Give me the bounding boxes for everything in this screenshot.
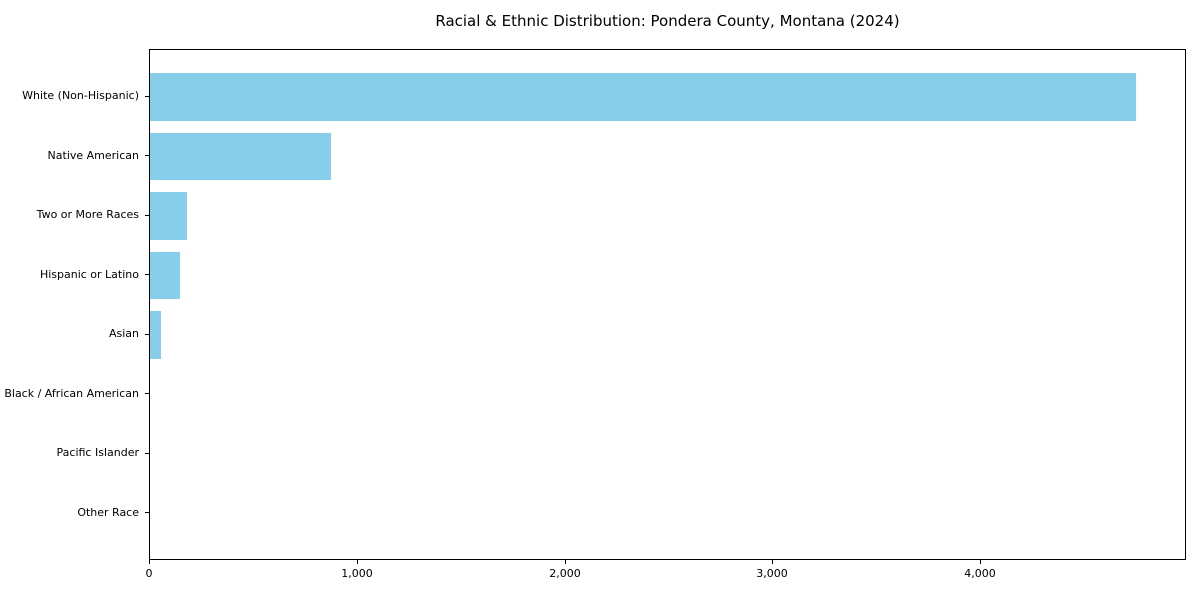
- x-tick-mark: [980, 560, 981, 564]
- bar-row-other-race: [150, 484, 1185, 544]
- bar-row-asian: [150, 305, 1185, 365]
- y-tick-mark: [145, 453, 149, 454]
- bars-container: [150, 50, 1185, 559]
- bar-row-two-or-more-races: [150, 186, 1185, 246]
- y-tick-label-asian: Asian: [108, 327, 139, 341]
- bar-asian: [150, 311, 162, 359]
- bar-two-or-more-races: [150, 192, 187, 240]
- y-tick-mark: [145, 393, 149, 394]
- x-tick-label-0: 0: [145, 567, 153, 580]
- y-tick-mark: [145, 512, 149, 513]
- x-tick-mark: [565, 560, 566, 564]
- bar-hispanic-or-latino: [150, 251, 181, 299]
- x-tick-label-3-000: 3,000: [756, 567, 788, 580]
- x-tick-label-4-000: 4,000: [964, 567, 996, 580]
- plot-area: [149, 49, 1186, 560]
- bar-white-non-hispanic: [150, 73, 1136, 121]
- bar-row-native-american: [150, 127, 1185, 187]
- y-tick-label-pacific-islander: Pacific Islander: [56, 446, 139, 460]
- y-tick-label-native-american: Native American: [47, 148, 139, 162]
- y-tick-label-two-or-more-races: Two or More Races: [36, 208, 139, 222]
- x-tick-label-1-000: 1,000: [341, 567, 373, 580]
- y-tick-label-other-race: Other Race: [77, 505, 139, 519]
- x-tick-label-2-000: 2,000: [549, 567, 581, 580]
- chart-title: Racial & Ethnic Distribution: Pondera Co…: [435, 12, 900, 30]
- y-tick-mark: [145, 274, 149, 275]
- y-tick-label-hispanic-or-latino: Hispanic or Latino: [39, 267, 139, 281]
- y-tick-mark: [145, 334, 149, 335]
- bar-row-pacific-islander: [150, 424, 1185, 484]
- x-tick-mark: [149, 560, 150, 564]
- y-tick-mark: [145, 96, 149, 97]
- bar-native-american: [150, 132, 332, 180]
- y-tick-mark: [145, 215, 149, 216]
- y-tick-label-white-non-hispanic: White (Non-Hispanic): [22, 89, 139, 103]
- y-tick-mark: [145, 155, 149, 156]
- bar-row-hispanic-or-latino: [150, 246, 1185, 306]
- bar-row-black-african-american: [150, 365, 1185, 425]
- bar-row-white-non-hispanic: [150, 67, 1185, 127]
- x-tick-mark: [357, 560, 358, 564]
- y-tick-label-black-african-american: Black / African American: [4, 386, 139, 400]
- x-tick-mark: [772, 560, 773, 564]
